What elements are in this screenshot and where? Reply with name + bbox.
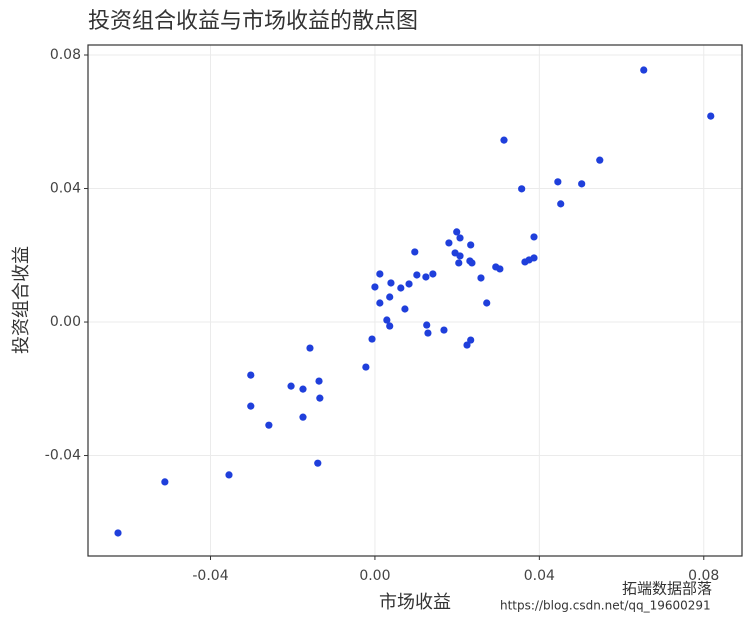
point [387, 279, 395, 287]
point [299, 385, 307, 393]
point [306, 344, 314, 352]
point [453, 228, 461, 236]
chart-title: 投资组合收益与市场收益的散点图 [88, 9, 418, 34]
x-axis-label: 市场收益 [379, 592, 451, 613]
point [518, 185, 526, 193]
point [455, 259, 463, 267]
point [530, 254, 538, 262]
point [247, 402, 255, 410]
point [429, 270, 437, 278]
point [225, 471, 233, 479]
x-tick-label: -0.04 [192, 568, 228, 584]
point [477, 274, 485, 282]
point [368, 335, 376, 343]
x-tick-label: 0.04 [524, 568, 555, 584]
watermark-url: https://blog.csdn.net/qq_19600291 [500, 599, 711, 613]
point [596, 156, 604, 164]
point [468, 259, 476, 267]
point [386, 293, 394, 301]
point [578, 180, 586, 188]
y-axis-label: 投资组合收益 [11, 246, 32, 354]
point [161, 478, 169, 486]
point [376, 299, 384, 307]
point [265, 421, 273, 429]
point [397, 284, 405, 292]
point [456, 234, 464, 242]
point [422, 273, 430, 281]
point [707, 112, 715, 120]
point [114, 529, 122, 537]
x-tick-label: 0.00 [359, 568, 390, 584]
point [314, 459, 322, 467]
point [456, 252, 464, 260]
y-tick-label: -0.04 [45, 448, 81, 464]
point [386, 322, 394, 330]
point [530, 233, 538, 241]
point [423, 321, 431, 329]
point [401, 305, 409, 313]
point [496, 265, 504, 273]
y-tick-label: 0.00 [50, 314, 81, 330]
point [362, 363, 370, 371]
y-tick-label: 0.04 [50, 181, 81, 197]
point [500, 136, 508, 144]
point [411, 248, 419, 256]
watermark: 拓端数据部落 [622, 580, 712, 598]
x-tick-label: 0.08 [688, 568, 719, 584]
point [467, 336, 475, 344]
point [287, 382, 295, 390]
point [483, 299, 491, 307]
panel-border [87, 44, 743, 557]
point [445, 239, 453, 247]
point [315, 377, 323, 385]
point [440, 326, 448, 334]
point [383, 316, 391, 324]
point [405, 280, 413, 288]
point [299, 413, 307, 421]
point [467, 241, 475, 249]
point [247, 371, 255, 379]
point [554, 178, 562, 186]
point [371, 283, 379, 291]
point [557, 200, 565, 208]
y-tick-label: 0.08 [50, 47, 81, 63]
point [424, 329, 432, 337]
point [413, 271, 421, 279]
point [640, 66, 648, 74]
point [376, 270, 384, 278]
point [463, 341, 471, 349]
point [316, 394, 324, 402]
